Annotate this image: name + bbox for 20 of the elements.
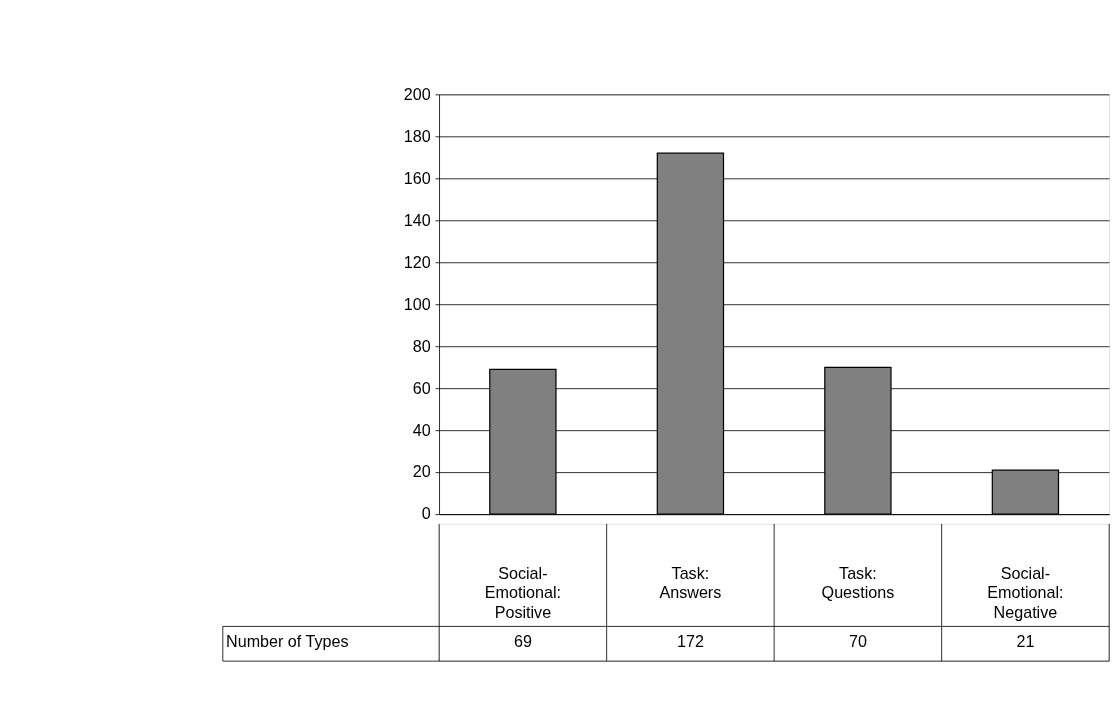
y-tick-label: 80 [412,336,431,355]
y-tick-label: 0 [421,504,431,523]
y-tick-label: 140 [403,210,431,229]
legend-label: Number of Types [226,632,349,651]
y-tick-label: 60 [412,378,431,397]
y-tick-label: 40 [412,420,431,439]
y-tick-label: 200 [403,84,431,103]
data-label: 69 [513,632,532,651]
x-tick-label: Social-Emotional: Negative [987,563,1064,621]
x-tick-label: Task: Questions [821,563,895,602]
y-tick-label: 100 [403,294,431,313]
y-tick-label: 160 [403,168,431,187]
y-tick-label: 180 [403,126,431,145]
data-label: 70 [848,632,867,651]
y-tick-label: 120 [403,252,431,271]
y-tick-label: 20 [412,462,431,481]
x-tick-label: Task: Answers [659,563,722,602]
data-label: 172 [676,632,704,651]
x-tick-label: Social-Emotional: Positive [484,563,561,621]
data-label: 21 [1016,632,1035,651]
